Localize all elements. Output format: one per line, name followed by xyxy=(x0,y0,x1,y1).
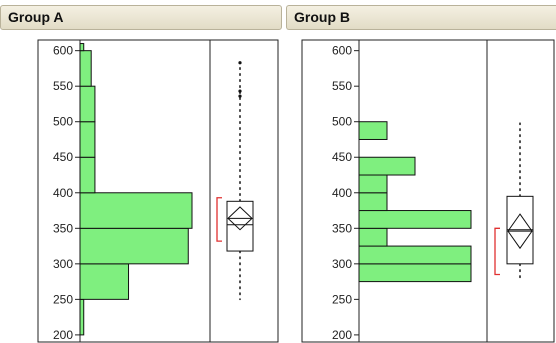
y-tick-label: 350 xyxy=(332,221,352,235)
histogram-bar xyxy=(358,192,388,212)
y-tick-label: 550 xyxy=(53,79,73,93)
mean-diamond xyxy=(507,213,533,250)
histogram-bar xyxy=(79,156,96,194)
histogram-bar xyxy=(358,263,472,283)
y-tick-label: 500 xyxy=(53,115,73,129)
histogram-bar xyxy=(358,245,472,265)
y-tick-label: 600 xyxy=(332,44,352,58)
shortest-half-bracket xyxy=(494,227,500,276)
y-tick-label: 250 xyxy=(332,292,352,306)
group-a-title[interactable]: Group A xyxy=(0,5,282,30)
histogram-bar xyxy=(358,227,388,247)
histogram-bar xyxy=(79,227,189,265)
histogram-bar xyxy=(358,156,416,176)
histogram-bar xyxy=(79,121,96,158)
shortest-half-bracket xyxy=(216,197,222,242)
outlier-point xyxy=(238,94,242,98)
y-tick-label: 200 xyxy=(332,328,352,342)
group-b-title[interactable]: Group B xyxy=(286,5,556,30)
histogram-bar xyxy=(79,85,96,123)
y-tick-label: 300 xyxy=(53,257,73,271)
y-tick-label: 400 xyxy=(53,186,73,200)
y-tick-label: 450 xyxy=(332,150,352,164)
y-tick-label: 250 xyxy=(53,292,73,306)
histogram-bar xyxy=(358,174,388,194)
y-tick-label: 500 xyxy=(332,115,352,129)
y-tick-label: 600 xyxy=(53,44,73,58)
outlier-point xyxy=(238,89,242,93)
histogram-bar xyxy=(358,121,388,140)
mean-diamond xyxy=(227,206,253,231)
y-tick-label: 350 xyxy=(53,221,73,235)
plot-frame xyxy=(37,39,279,343)
histogram-bar xyxy=(79,43,85,52)
y-tick-label: 550 xyxy=(332,79,352,93)
histogram-bar xyxy=(79,192,193,229)
y-tick-label: 450 xyxy=(53,150,73,164)
group-a-chart: 200 250 300 350 400 450 500 550 600 xyxy=(37,39,279,343)
histogram-bar xyxy=(358,210,472,229)
group-b-panel: Group B 200 250 300 350 400 450 500 550 600 xyxy=(286,0,556,343)
outlier-point xyxy=(238,61,242,65)
group-b-chart: 200 250 300 350 400 450 500 550 600 xyxy=(301,39,555,343)
y-tick-label: 400 xyxy=(332,186,352,200)
plot-frame xyxy=(301,39,555,343)
histogram-bar xyxy=(79,50,92,87)
group-a-panel: Group A 200 250 300 350 400 450 500 550 600 xyxy=(0,5,282,343)
quartile-box xyxy=(226,200,254,252)
y-tick-label: 300 xyxy=(332,257,352,271)
histogram-bar xyxy=(79,263,130,300)
histogram-bar xyxy=(79,298,85,336)
y-tick-label: 200 xyxy=(53,328,73,342)
